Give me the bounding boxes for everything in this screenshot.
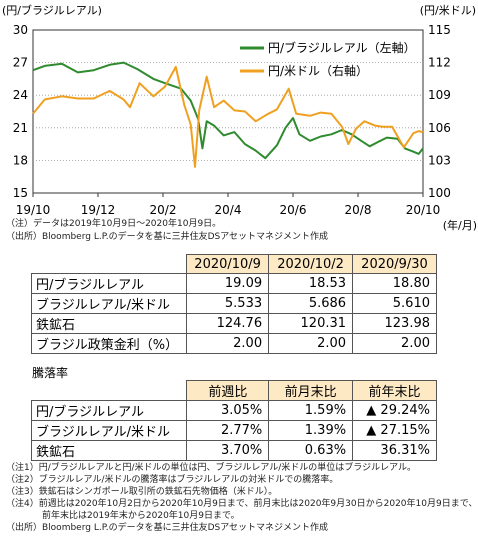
header-date: 2020/10/2 bbox=[268, 254, 354, 274]
cell-value: 124.76 bbox=[186, 313, 270, 334]
chart-note: （注）データは2019年10月9日～2020年10月9日。 bbox=[6, 219, 222, 229]
y-right-tick-label: 106 bbox=[428, 121, 451, 135]
usd-series-line bbox=[32, 65, 424, 168]
table-row: 鉄鉱石 3.70% 0.63% 36.31% bbox=[30, 440, 437, 461]
series-lines bbox=[32, 61, 424, 168]
change-section-title: 騰落率 bbox=[32, 366, 69, 380]
x-tick-label: 20/6 bbox=[280, 203, 307, 217]
y-left-tick-label: 27 bbox=[13, 56, 28, 70]
cell-value: 0.63% bbox=[268, 440, 354, 461]
y-right-tick-label: 100 bbox=[428, 186, 451, 200]
cell-value: 3.05% bbox=[186, 400, 270, 421]
footnote: （注4）前週比は2020年10月2日から2020年10月9日まで、前月末比は20… bbox=[6, 499, 478, 509]
footnote: （注3）鉄鉱石はシンガポール取引所の鉄鉱石先物価格（米ドル）。 bbox=[6, 487, 278, 497]
x-tick-label: 19/10 bbox=[16, 203, 51, 217]
header-period: 前月末比 bbox=[268, 380, 354, 401]
left-axis-label: (円/ブラジルレアル) bbox=[2, 3, 102, 17]
x-unit-label: (年/月) bbox=[443, 218, 477, 232]
cell-value: 5.533 bbox=[186, 293, 270, 314]
row-label: 円/ブラジルレアル bbox=[30, 273, 188, 294]
table-row: 円/ブラジルレアル 19.09 18.53 18.80 bbox=[30, 273, 437, 294]
change-table-header: 前週比 前月末比 前年末比 bbox=[30, 380, 437, 401]
table-row: ブラジルレアル/米ドル 5.533 5.686 5.610 bbox=[30, 293, 437, 314]
x-tick-label: 19/12 bbox=[81, 203, 116, 217]
y-left-tick-label: 24 bbox=[13, 88, 28, 102]
change-table: 前週比 前月末比 前年末比 円/ブラジルレアル 3.05% 1.59% ▲ 29… bbox=[30, 380, 437, 461]
cell-value: 3.70% bbox=[186, 440, 270, 461]
row-label: 鉄鉱石 bbox=[30, 313, 188, 334]
right-axis-label: (円/米ドル) bbox=[420, 4, 476, 17]
cell-value: 19.09 bbox=[186, 273, 270, 294]
cell-value: ▲ 29.24% bbox=[352, 400, 437, 421]
cell-value: 2.00 bbox=[268, 333, 354, 354]
cell-value: ▲ 27.15% bbox=[352, 420, 437, 441]
table-row: 円/ブラジルレアル 3.05% 1.59% ▲ 29.24% bbox=[30, 400, 437, 421]
cell-value: 5.686 bbox=[268, 293, 354, 314]
exchange-rate-chart: 15 18 21 24 27 30 100 103 106 109 112 115 19/10 19/12… bbox=[2, 3, 477, 232]
cell-value: 5.610 bbox=[352, 293, 437, 314]
header-period: 前年末比 bbox=[352, 380, 437, 401]
cell-value: 1.59% bbox=[268, 400, 354, 421]
y-left-tick-label: 18 bbox=[13, 153, 28, 167]
cell-value: 1.39% bbox=[268, 420, 354, 441]
header-blank bbox=[30, 380, 188, 401]
table-row: ブラジル政策金利（%） 2.00 2.00 2.00 bbox=[30, 333, 437, 354]
cell-value: 18.53 bbox=[268, 273, 354, 294]
x-tick-label: 20/10 bbox=[406, 203, 441, 217]
y-left-tick-label: 30 bbox=[13, 23, 28, 37]
price-table-header: 2020/10/9 2020/10/2 2020/9/30 bbox=[30, 254, 437, 274]
legend: 円/ブラジルレアル（左軸） 円/米ドル（右軸） bbox=[240, 40, 416, 78]
row-label: ブラジル政策金利（%） bbox=[30, 333, 188, 354]
row-label: 鉄鉱石 bbox=[30, 440, 188, 461]
cell-value: 36.31% bbox=[352, 440, 437, 461]
y-right-tick-label: 103 bbox=[428, 153, 451, 167]
y-right-tick-label: 115 bbox=[428, 23, 451, 37]
y-right-tick-label: 112 bbox=[428, 56, 451, 70]
plot-frame bbox=[32, 29, 424, 194]
cell-value: 2.77% bbox=[186, 420, 270, 441]
tick-labels: 15 18 21 24 27 30 100 103 106 109 112 115 19/10 19/12… bbox=[13, 23, 451, 217]
header-date: 2020/10/9 bbox=[186, 254, 270, 274]
legend-label-usd: 円/米ドル（右軸） bbox=[268, 63, 368, 78]
x-tick-label: 20/8 bbox=[345, 203, 372, 217]
brl-series-line bbox=[32, 61, 424, 160]
cell-value: 18.80 bbox=[352, 273, 437, 294]
y-left-tick-label: 15 bbox=[13, 186, 28, 200]
cell-value: 120.31 bbox=[268, 313, 354, 334]
footnote: 前年末比は2019年末から2020年10月9日まで。 bbox=[6, 511, 240, 521]
footnote: （注2）ブラジルレアル/米ドルの騰落率はブラジルレアルの対米ドルでの騰落率。 bbox=[6, 475, 339, 485]
cell-value: 2.00 bbox=[186, 333, 270, 354]
table-row: ブラジルレアル/米ドル 2.77% 1.39% ▲ 27.15% bbox=[30, 420, 437, 441]
header-date: 2020/9/30 bbox=[352, 254, 437, 274]
footnote: （出所）Bloomberg L.P.のデータを基に三井住友DSアセットマネジメン… bbox=[6, 523, 329, 533]
x-tick-label: 20/2 bbox=[150, 203, 177, 217]
chart-source: （出所）Bloomberg L.P.のデータを基に三井住友DSアセットマネジメン… bbox=[6, 232, 329, 242]
footnotes: （注1）円/ブラジルレアルと円/米ドルの単位は円、ブラジルレアル/米ドルの単位は… bbox=[6, 462, 477, 534]
header-period: 前週比 bbox=[186, 380, 270, 401]
y-left-tick-label: 21 bbox=[13, 121, 28, 135]
price-table: 2020/10/9 2020/10/2 2020/9/30 円/ブラジルレアル … bbox=[30, 254, 437, 354]
row-label: 円/ブラジルレアル bbox=[30, 400, 188, 421]
row-label: ブラジルレアル/米ドル bbox=[30, 420, 188, 441]
x-tick-label: 20/4 bbox=[215, 203, 242, 217]
footnote: （注1）円/ブラジルレアルと円/米ドルの単位は円、ブラジルレアル/米ドルの単位は… bbox=[6, 463, 417, 473]
cell-value: 2.00 bbox=[352, 333, 437, 354]
y-right-tick-label: 109 bbox=[428, 88, 451, 102]
legend-label-brl: 円/ブラジルレアル（左軸） bbox=[268, 40, 416, 55]
header-blank bbox=[30, 254, 188, 274]
table-row: 鉄鉱石 124.76 120.31 123.98 bbox=[30, 313, 437, 334]
row-label: ブラジルレアル/米ドル bbox=[30, 293, 188, 314]
cell-value: 123.98 bbox=[352, 313, 437, 334]
